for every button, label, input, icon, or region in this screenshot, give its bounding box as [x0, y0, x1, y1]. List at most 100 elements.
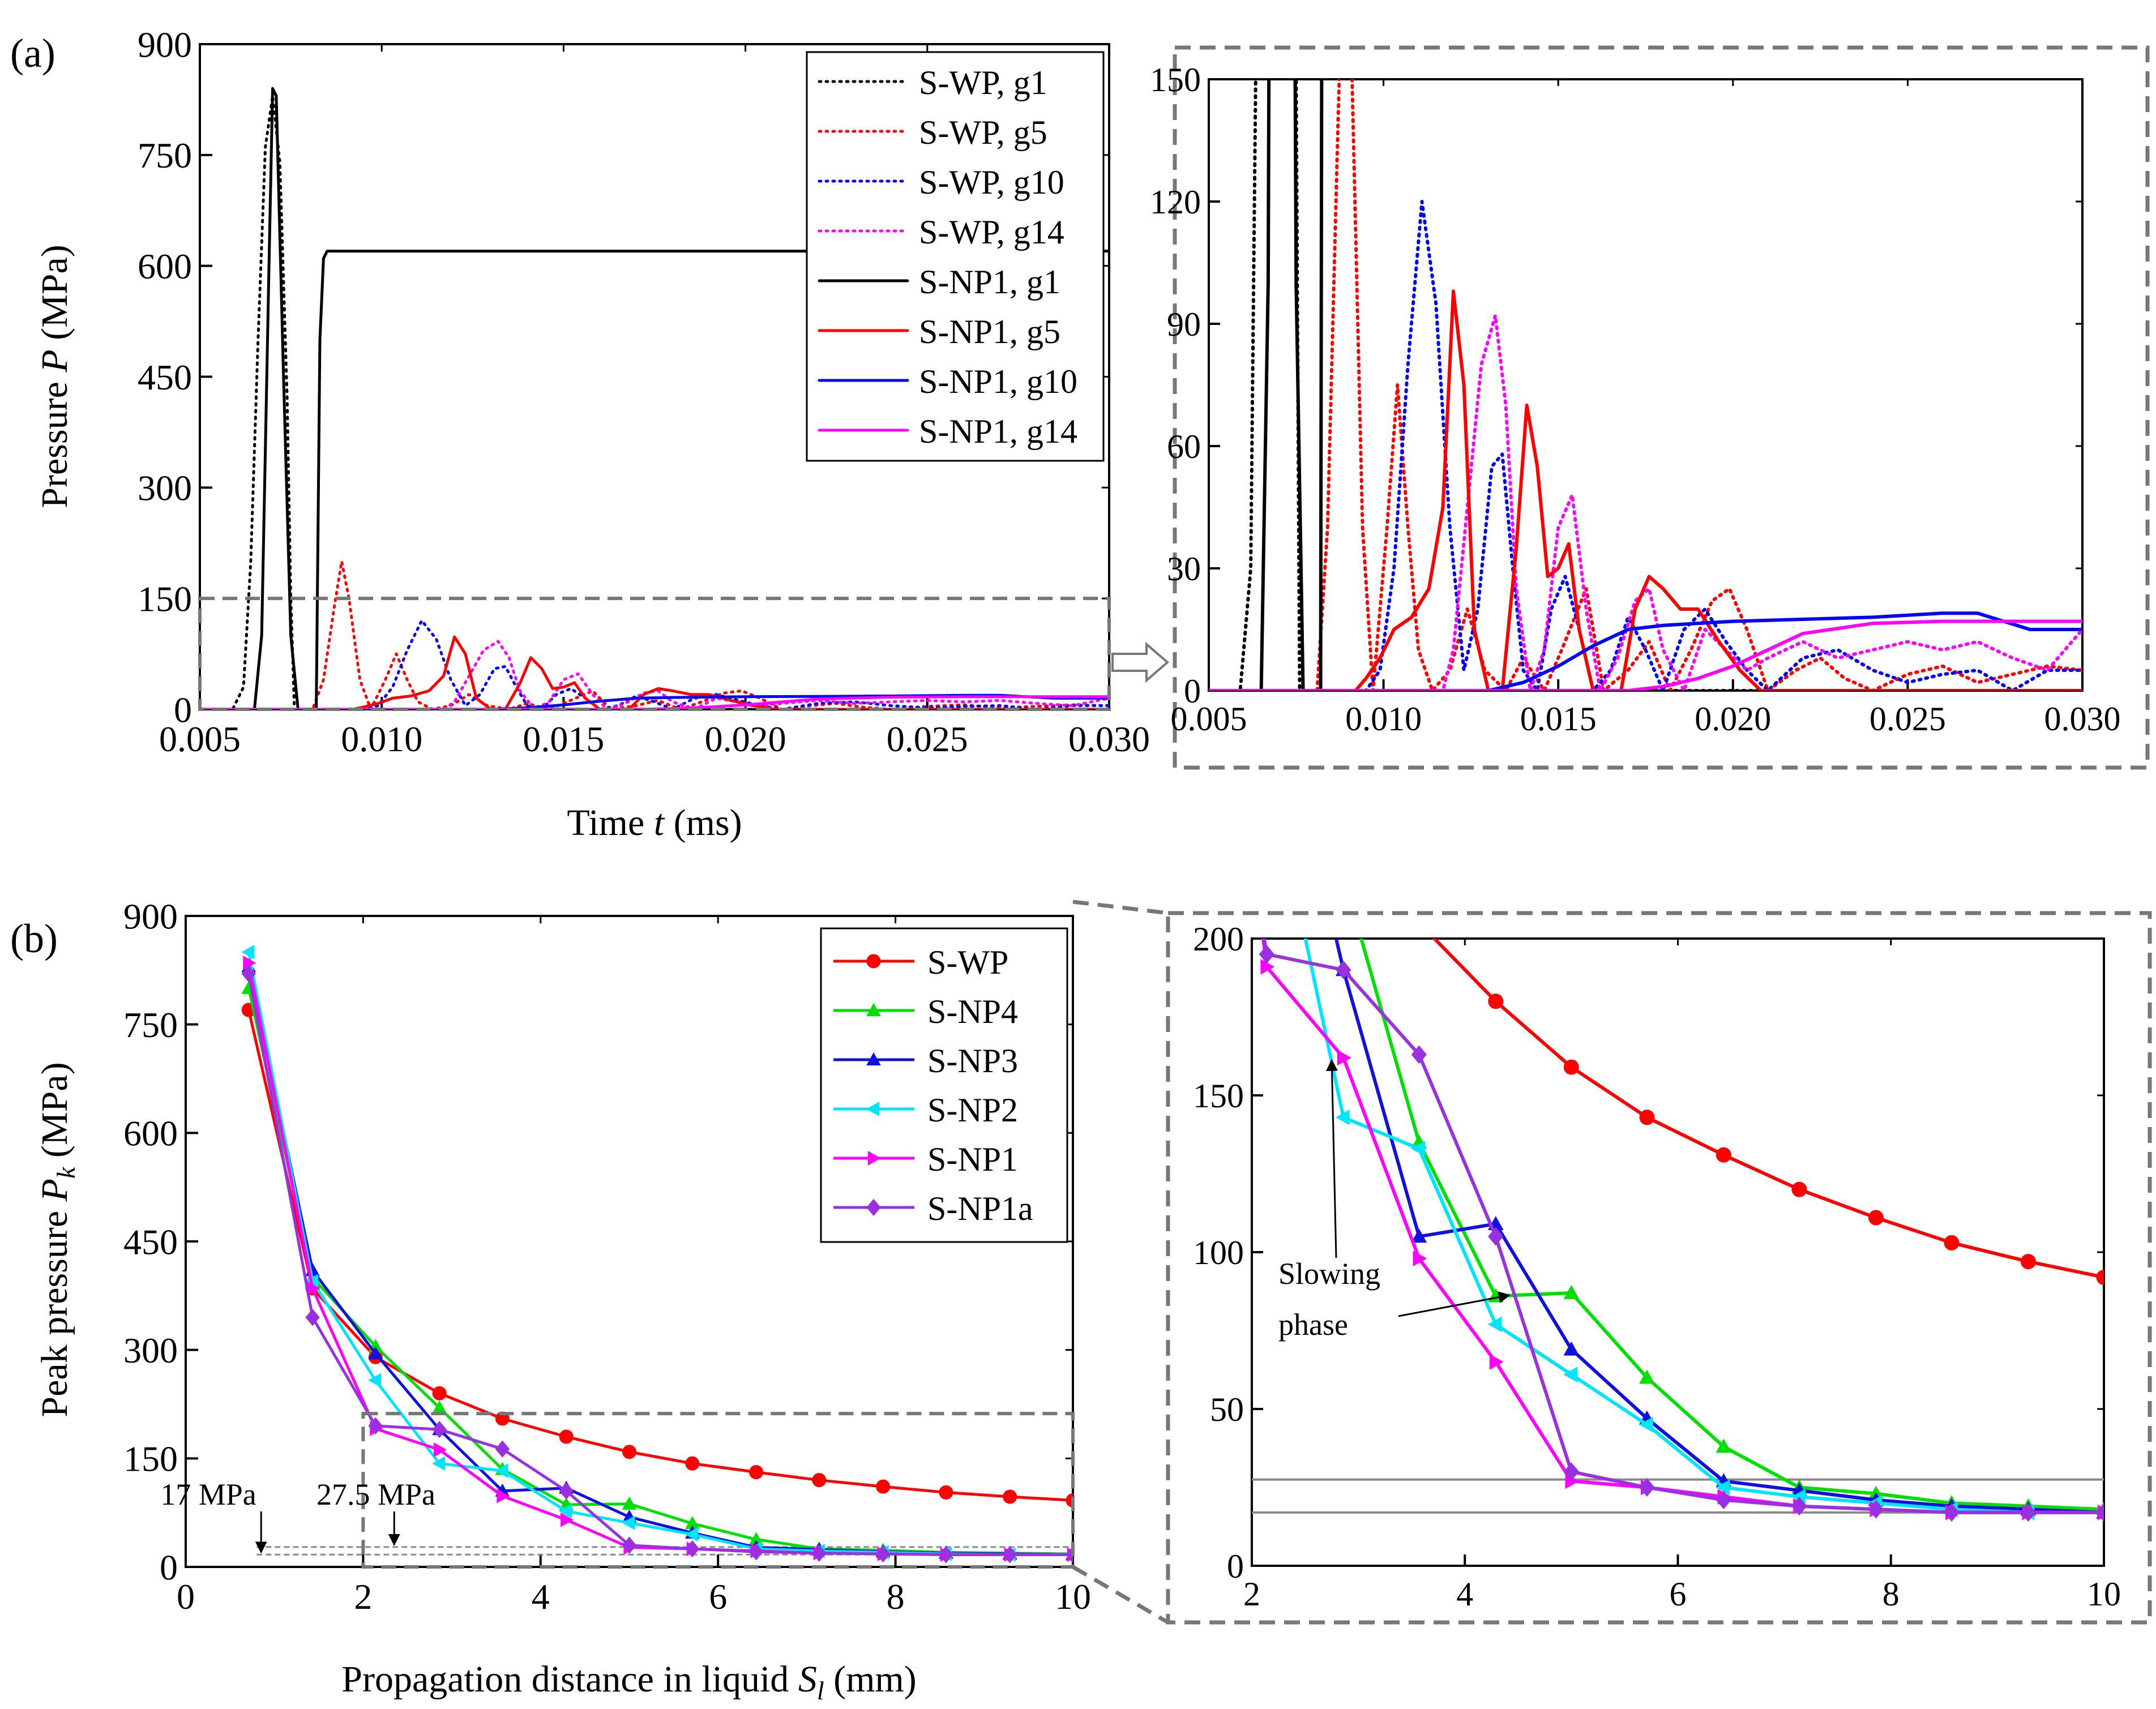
b-legend-label: S-NP3 [927, 1042, 1018, 1080]
b-main-series-s-np2-point [368, 1373, 382, 1388]
b-zoom-ytick-label: 200 [1193, 920, 1244, 958]
b-zoom-series-s-np1a-point [1563, 1462, 1580, 1481]
a-main-xtick-label: 0.005 [159, 719, 241, 759]
b-zoom-series-s-wp-point [1563, 1059, 1579, 1075]
panel-a-main-plot: 0.005 0.010 0.015 0.020 0.025 0.030 0 150 300 450… [138, 24, 1150, 759]
b-main-ytick-label: 750 [123, 1005, 178, 1045]
a-main-ytick-label: 900 [138, 24, 192, 65]
b-zoom-series-s-wp-point [2096, 1269, 2104, 1285]
b-main-series-s-np1-point [561, 1513, 574, 1527]
panel-b-main-plot: 0 2 4 6 8 10 0 150 300 450 600 750 900 17 MPa 27.5 MPa… [123, 896, 1091, 1617]
b-zoom-series-s-np1-point [1413, 1250, 1427, 1266]
a-zoom-series-s-wp-g5 [1209, 79, 2082, 691]
b-zoom-series-s-np1a-point [1791, 1497, 1807, 1516]
b-ref-label: 17 MPa [160, 1477, 256, 1511]
b-zoom-series-s-wp-point [1411, 915, 1426, 930]
ylabel-var: P [34, 349, 75, 372]
b-zoom-series-s-wp-point [1791, 1181, 1807, 1197]
a-legend-label: S-WP, g1 [919, 64, 1047, 101]
a-zoom-ytick-label: 30 [1167, 550, 1201, 588]
panel-b-ylabel: Peak pressure Pk (MPa) [34, 1062, 80, 1417]
b-main-series-s-np1a-point [812, 1544, 827, 1562]
panel-b-label: (b) [10, 916, 58, 961]
b-zoom-series-s-np4-point [1336, 868, 1351, 881]
b-zoom-xtick-label: 8 [1883, 1575, 1900, 1613]
b-main-xtick-label: 6 [709, 1577, 727, 1617]
b-zoom-series-s-np4-line [1359, 939, 2104, 1511]
a-zoom-axes-frame [1208, 78, 2084, 692]
a-zoom-ytick-label: 60 [1167, 428, 1201, 465]
b-main-series-s-np1a-point [368, 1417, 383, 1434]
panel-a-zoom-frame [1173, 45, 2150, 770]
b-legend-label: S-WP [927, 944, 1008, 981]
b-legend-label: S-NP4 [927, 993, 1018, 1030]
a-main-xtick-label: 0.015 [523, 719, 604, 759]
a-main-series-s-np1-g5 [200, 635, 1109, 709]
b-legend-marker [866, 1102, 880, 1116]
a-main-ytick-label: 300 [138, 468, 192, 508]
ylabel-suffix: (MPa) [34, 245, 75, 349]
a-zoom-ytick-label: 150 [1150, 61, 1201, 98]
a-zoom-series-s-np1-g14 [1209, 619, 2082, 691]
b-zoom-series-s-np3-line [1334, 939, 2104, 1514]
b-legend-marker [866, 1003, 881, 1017]
b-zoom-series-s-np4-point [1639, 1369, 1655, 1384]
b-zoom-xtick-label: 6 [1670, 1575, 1687, 1613]
a-zoom-ytick-label: 0 [1184, 673, 1201, 710]
b-main-series-s-np1a-point [622, 1536, 637, 1554]
b-main-series-s-np1a-point [748, 1543, 764, 1561]
b-zoom-series-s-np3-point [1184, 273, 1199, 286]
b-zoom-series-s-np2-point [1716, 1479, 1730, 1496]
a-main-xtick-label: 0.010 [341, 719, 422, 759]
a-zoom-series-s-np1-g1 [1209, 79, 1324, 691]
b-zoom-series-s-np3-point [1563, 1341, 1580, 1356]
b-zoom-series-s-np2-point [1335, 1109, 1350, 1125]
xlabel-suffix: (mm) [824, 1659, 917, 1700]
b-main-series-s-np1a-point [305, 1309, 320, 1326]
b-zoom-series-s-np1a-point [1488, 1227, 1504, 1246]
ylabel-prefix: Peak pressure [34, 1201, 75, 1417]
b-main-series-s-np4-point [622, 1496, 637, 1510]
b-main-series-s-wp-point [812, 1473, 827, 1488]
b-main-series-s-np2-point [241, 945, 255, 960]
a-main-xtick-label: 0.025 [887, 719, 968, 759]
b-zoom-series-s-np1a-line [1262, 939, 2104, 1514]
b-zoom-series-s-np1a-point [1868, 1500, 1884, 1519]
panel-a-xlabel: Time t (ms) [567, 802, 742, 843]
b-main-xtick-label: 2 [354, 1577, 372, 1617]
a-main-series-s-wp-g10 [200, 619, 1109, 709]
b-legend-marker [866, 1198, 881, 1217]
slowing-phase-label: Slowing [1278, 1257, 1380, 1291]
a-zoom-series-s-wp-g14 [1209, 314, 2082, 691]
b-zoom-series-s-np1a-point [1184, 475, 1199, 492]
b-main-series-s-wp-point [749, 1465, 764, 1480]
b-zoom-series-s-np1a-point [2096, 1503, 2104, 1522]
a-main-ytick-label: 600 [138, 246, 192, 286]
b-zoom-series-s-wp-point [1639, 1110, 1655, 1125]
b-legend-box [820, 927, 1068, 1243]
b-zoom-series-s-np4-point [1716, 1438, 1732, 1453]
b-zoom-series-s-np1-point [1185, 351, 1198, 366]
b-main-series-s-np2-point [432, 1456, 446, 1471]
b-main-series-s-np1a-line [247, 973, 1073, 1556]
a-legend: S-WP, g1 S-WP, g5 S-WP, g10 S-WP, g14 S-NP1,… [806, 51, 1105, 462]
a-zoom-ytick-label: 90 [1167, 306, 1201, 343]
b-zoom-series-s-wp-point [1488, 993, 1504, 1009]
b-main-ytick-label: 900 [123, 896, 178, 936]
a-zoom-xtick-label: 0.020 [1695, 700, 1771, 738]
b-main-series-s-np1a-point [685, 1540, 700, 1558]
a-main-series-s-wp-g5 [200, 560, 1109, 709]
b-legend-marker [866, 1052, 881, 1066]
a-zoom-series-s-np1-g10 [1209, 611, 2082, 691]
a-legend-label: S-NP1, g14 [919, 413, 1077, 450]
b-legend: S-WP S-NP4 S-NP3 S-NP2 S-NP1 S-NP1a [820, 927, 1068, 1243]
b-main-series-s-np2-point [685, 1527, 698, 1542]
a-legend-label: S-NP1, g5 [919, 313, 1060, 350]
a-main-series-s-np1-g14 [200, 695, 1109, 709]
a-legend-label: S-WP, g5 [919, 114, 1047, 151]
b-main-ytick-label: 0 [160, 1547, 178, 1587]
b-zoom-series-s-np2-point [1487, 1316, 1502, 1333]
b-main-series-s-wp-point [685, 1456, 700, 1471]
